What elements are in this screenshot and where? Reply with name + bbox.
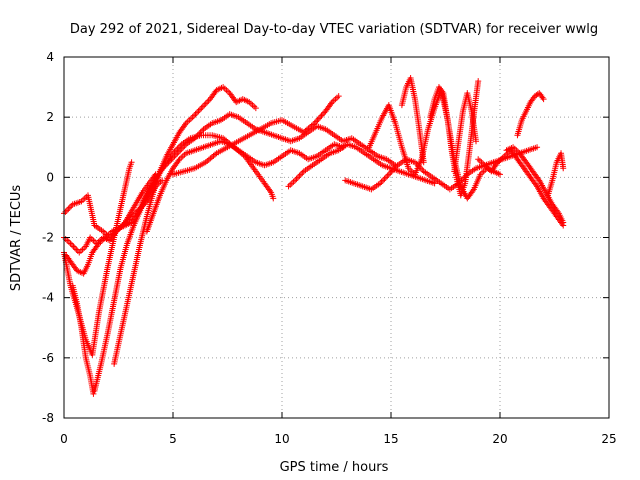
data-point — [199, 103, 206, 110]
data-point — [174, 150, 181, 157]
y-tick-label: -4 — [42, 291, 54, 305]
series-sat-r — [503, 144, 567, 226]
grid — [64, 57, 609, 418]
data-point — [534, 91, 541, 98]
data-point — [181, 142, 188, 149]
data-point — [195, 108, 202, 115]
data-point — [128, 159, 135, 166]
data-point — [204, 99, 211, 106]
data-point — [297, 171, 304, 178]
y-tick-label: 0 — [46, 170, 54, 184]
data-point — [335, 93, 342, 100]
series-sat-o — [427, 78, 482, 199]
axis-ticks — [63, 56, 610, 419]
data-point — [178, 145, 185, 152]
data-point — [68, 242, 75, 249]
data-point — [175, 148, 182, 155]
data-point — [560, 165, 567, 172]
data-point — [193, 109, 200, 116]
data-point — [172, 151, 179, 158]
data-point — [419, 166, 426, 173]
data-point — [70, 243, 77, 250]
y-tick-label: -6 — [42, 351, 54, 365]
series-sat-i — [156, 111, 399, 175]
series-sat-s — [514, 90, 547, 139]
data-point — [71, 245, 78, 252]
x-tick-label: 5 — [169, 432, 177, 446]
data-point — [497, 171, 503, 178]
data-point — [180, 144, 187, 151]
series-sat-n — [398, 75, 427, 166]
series-sat-h — [143, 138, 347, 235]
y-axis-label: SDTVAR / TECUs — [9, 185, 24, 292]
data-point — [252, 105, 259, 112]
data-point — [293, 175, 300, 182]
data-point — [560, 219, 567, 226]
y-tick-label: -8 — [42, 411, 54, 425]
data-point — [294, 174, 301, 181]
series-sat-k — [285, 141, 438, 190]
x-tick-label: 20 — [492, 432, 507, 446]
data-point — [192, 111, 199, 118]
data-point — [62, 208, 69, 215]
data-point — [90, 390, 97, 397]
data-point — [473, 138, 480, 145]
data-point — [314, 117, 321, 124]
y-tick-label: 4 — [46, 50, 54, 64]
chart-title: Day 292 of 2021, Sidereal Day-to-day VTE… — [70, 22, 598, 37]
data-point — [177, 147, 184, 154]
data-point — [296, 172, 303, 179]
x-tick-label: 10 — [274, 432, 289, 446]
series-sat-t — [544, 150, 567, 199]
data-point — [191, 112, 198, 119]
series-sat-j — [170, 93, 342, 178]
data-point — [381, 175, 388, 182]
data-point — [420, 159, 427, 166]
data-point — [384, 172, 391, 179]
series-sat-g — [111, 84, 259, 367]
data-point — [475, 78, 482, 85]
data-point — [66, 204, 73, 211]
data-point — [63, 207, 70, 214]
data-point — [270, 195, 277, 202]
data-point — [315, 115, 322, 122]
data-point — [73, 246, 80, 253]
data-point — [313, 118, 320, 125]
data-point — [171, 153, 178, 160]
data-point — [317, 114, 324, 121]
data-point — [198, 105, 205, 112]
data-point — [318, 112, 325, 119]
x-tick-label: 25 — [601, 432, 616, 446]
data-point — [540, 96, 547, 103]
data-point — [65, 205, 72, 212]
series-sat-e — [69, 282, 97, 397]
series-sat-p — [451, 90, 480, 175]
data-point — [299, 169, 306, 176]
data-point — [382, 174, 389, 181]
tick-labels: 0 5 10 15 20 25 -8 -6 -4 -2 0 2 4 — [42, 50, 617, 446]
x-tick-label: 15 — [383, 432, 398, 446]
x-axis-label: GPS time / hours — [280, 460, 389, 475]
data-point — [201, 102, 208, 109]
y-tick-label: -2 — [42, 231, 54, 245]
x-tick-label: 0 — [60, 432, 68, 446]
data-point — [385, 171, 392, 178]
data-point — [319, 111, 326, 118]
data-point — [534, 144, 541, 151]
data-marks — [61, 75, 567, 397]
data-point — [197, 129, 204, 136]
data-point — [378, 178, 385, 185]
data-point — [202, 100, 209, 107]
data-point — [196, 106, 203, 113]
data-point — [380, 177, 387, 184]
y-tick-label: 2 — [46, 110, 54, 124]
